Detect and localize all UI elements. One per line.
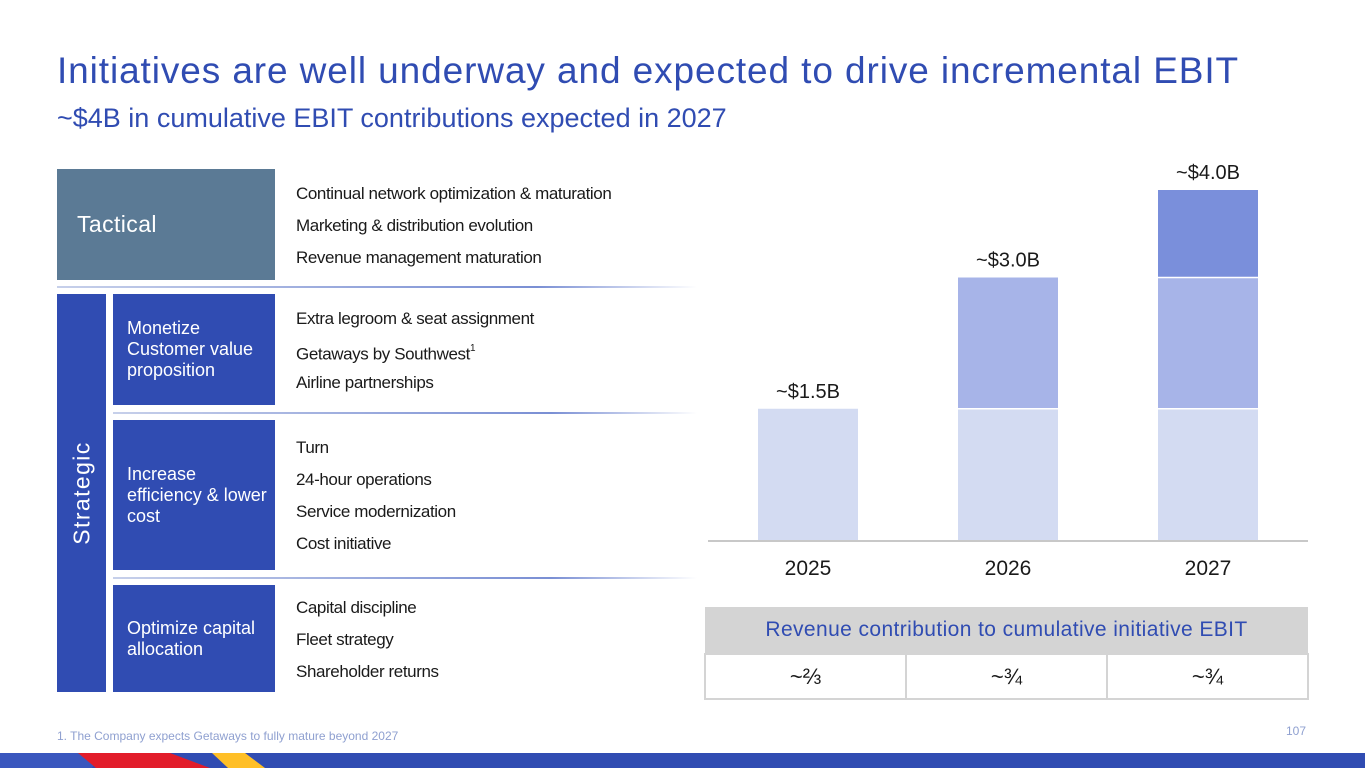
page-subtitle: ~$4B in cumulative EBIT contributions ex… [57, 103, 727, 133]
table-cell-2025: ~⅔ [704, 653, 907, 700]
total-label-2027: ~$4.0B [1176, 162, 1240, 184]
total-label-2026: ~$3.0B [976, 250, 1040, 272]
tactical-box: Tactical [57, 169, 275, 280]
tactical-item: Marketing & distribution evolution [296, 216, 533, 235]
bar-segment-2025-s1 [758, 408, 858, 540]
bar-segment-2027-s2 [1158, 277, 1258, 409]
monetize-item: Airline partnerships [296, 373, 434, 392]
efficiency-item: Service modernization [296, 502, 456, 521]
category-capital: Optimize capital allocation [113, 585, 275, 692]
efficiency-item: Cost initiative [296, 534, 392, 553]
footnote-mark: 1 [469, 343, 476, 354]
capital-items: Capital discipline Fleet strategy Shareh… [296, 598, 439, 694]
x-tick-label-2026: 2026 [985, 557, 1032, 580]
page-title: Initiatives are well underway and expect… [57, 50, 1240, 91]
table-cell-2026: ~¾ [905, 653, 1108, 700]
monetize-item: Extra legroom & seat assignment [296, 309, 534, 328]
capital-item: Capital discipline [296, 598, 417, 617]
efficiency-items: Turn 24-hour operations Service moderniz… [296, 438, 456, 566]
table-cell-2027: ~¾ [1106, 653, 1309, 700]
efficiency-item: 24-hour operations [296, 470, 432, 489]
footnote: 1. The Company expects Getaways to fully… [57, 729, 399, 743]
revenue-contribution-table: Revenue contribution to cumulative initi… [704, 607, 1309, 700]
x-tick-label-2027: 2027 [1185, 557, 1232, 580]
divider [113, 412, 697, 414]
monetize-items: Extra legroom & seat assignment Getaways… [296, 309, 534, 405]
page-number: 107 [1286, 724, 1307, 738]
total-label-2025: ~$1.5B [776, 381, 840, 403]
tactical-item: Continual network optimization & maturat… [296, 184, 612, 203]
divider [57, 286, 697, 288]
capital-item: Fleet strategy [296, 630, 394, 649]
strategic-label: Strategic [68, 441, 94, 545]
bar-segment-2026-s1 [958, 408, 1058, 540]
table-header: Revenue contribution to cumulative initi… [705, 607, 1308, 654]
bar-segment-2027-s1 [1158, 408, 1258, 540]
category-efficiency: Increase efficiency & lower cost [113, 420, 275, 570]
category-monetize: Monetize Customer value proposition [113, 294, 275, 405]
getaways-text: Getaways by Southwest [296, 344, 470, 364]
tactical-item: Revenue management maturation [296, 248, 542, 267]
x-tick-label-2025: 2025 [785, 557, 832, 580]
brand-stripe [0, 753, 1365, 768]
bar-segment-2026-s2 [958, 277, 1058, 409]
monetize-item: Getaways by Southwest1 [296, 341, 534, 373]
strategic-bar: Strategic [57, 294, 106, 692]
divider [113, 577, 697, 579]
tactical-items: Continual network optimization & maturat… [296, 184, 612, 280]
efficiency-item: Turn [296, 438, 329, 457]
capital-item: Shareholder returns [296, 662, 439, 681]
bar-segment-2027-s3 [1158, 190, 1258, 278]
ebit-bar-chart: ~$1.5B 2025 ~$3.0B 2026 ~$4.0B 2027 [708, 162, 1308, 580]
